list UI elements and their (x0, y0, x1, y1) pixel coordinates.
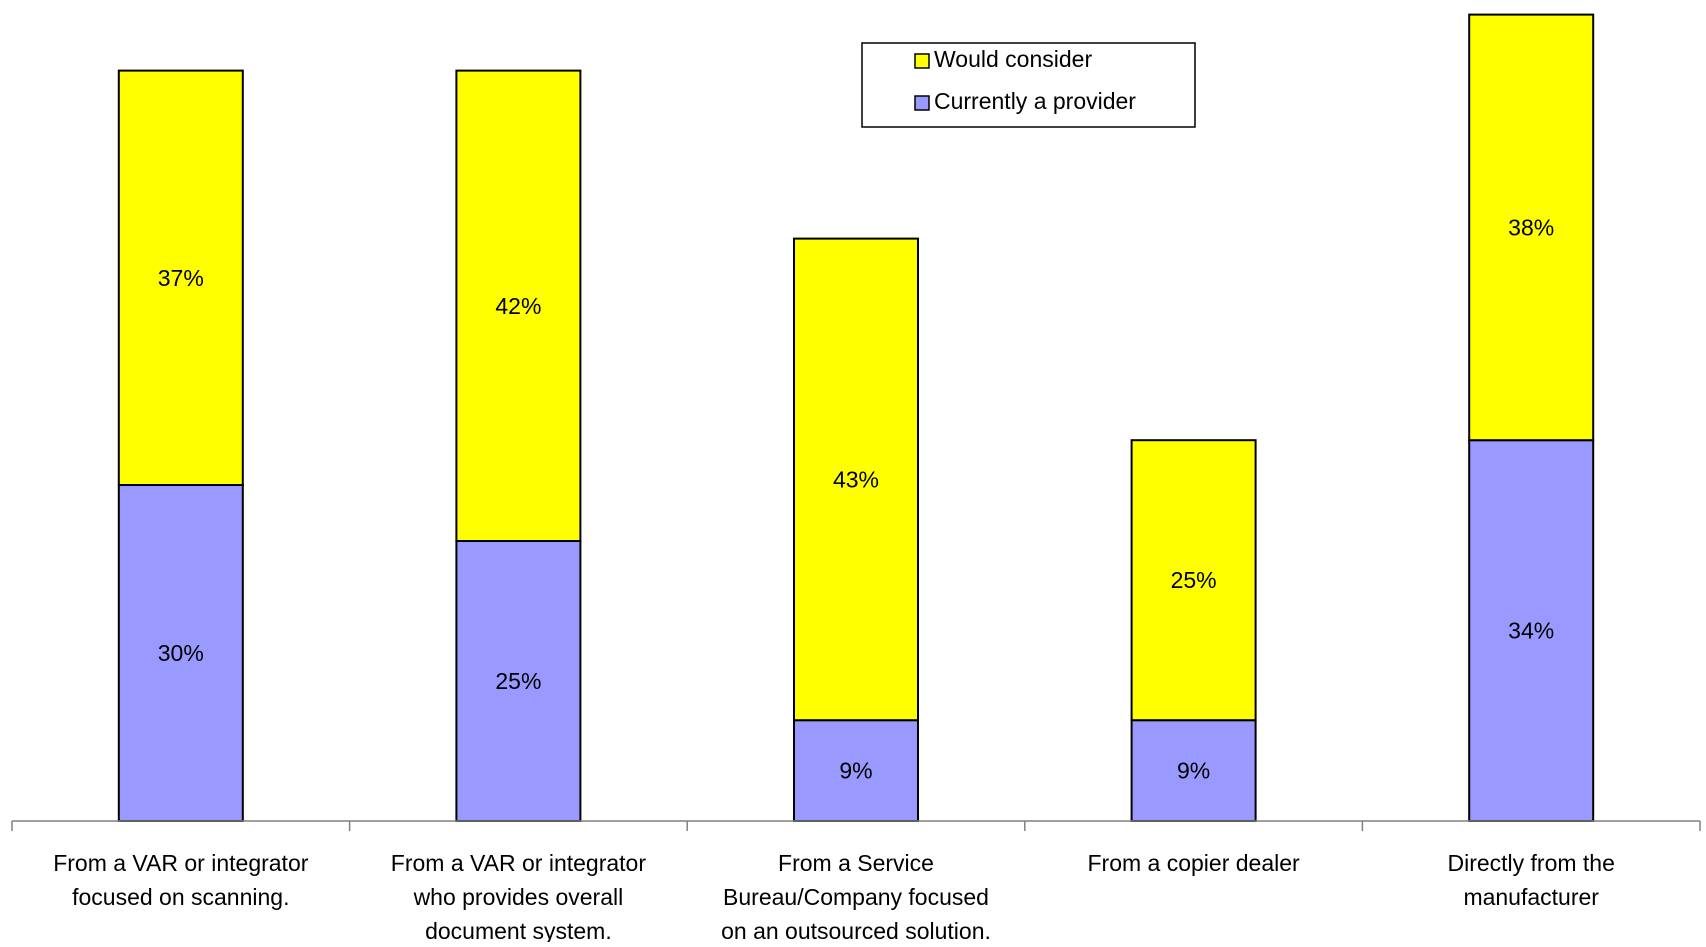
x-tick-label: From a VAR or integrator (391, 850, 647, 876)
data-label: 37% (158, 265, 204, 291)
legend-label: Currently a provider (934, 88, 1136, 114)
bar-consider-2 (793, 237, 919, 722)
x-tick-label: From a Service (778, 850, 934, 876)
data-label: 38% (1508, 214, 1554, 240)
data-label: 9% (1177, 758, 1210, 784)
data-label: 43% (833, 466, 879, 492)
x-tick-label: document system. (425, 918, 612, 942)
data-label: 30% (158, 640, 204, 666)
x-tick-label: who provides overall (413, 884, 624, 910)
data-label: 25% (495, 668, 541, 694)
x-tick-label: Bureau/Company focused (723, 884, 989, 910)
legend-label: Would consider (934, 46, 1092, 72)
bar-consider-3 (1130, 439, 1257, 722)
legend-swatch (914, 53, 930, 69)
data-label: 25% (1171, 567, 1217, 593)
x-tick-label: From a VAR or integrator (53, 850, 309, 876)
data-label: 9% (839, 758, 872, 784)
bar-consider-4 (1468, 13, 1595, 442)
x-tick-label: From a copier dealer (1087, 850, 1300, 876)
x-tick-label: on an outsourced solution. (721, 918, 991, 942)
bar-consider-1 (455, 69, 582, 542)
x-tick-label: focused on scanning. (72, 884, 289, 910)
data-label: 34% (1508, 618, 1554, 644)
x-tick-label: manufacturer (1463, 884, 1599, 910)
x-tick-label: Directly from the (1447, 850, 1614, 876)
bar-current-0 (117, 484, 244, 822)
bar-consider-0 (117, 69, 244, 486)
legend-swatch (914, 95, 930, 111)
data-label: 42% (495, 293, 541, 319)
